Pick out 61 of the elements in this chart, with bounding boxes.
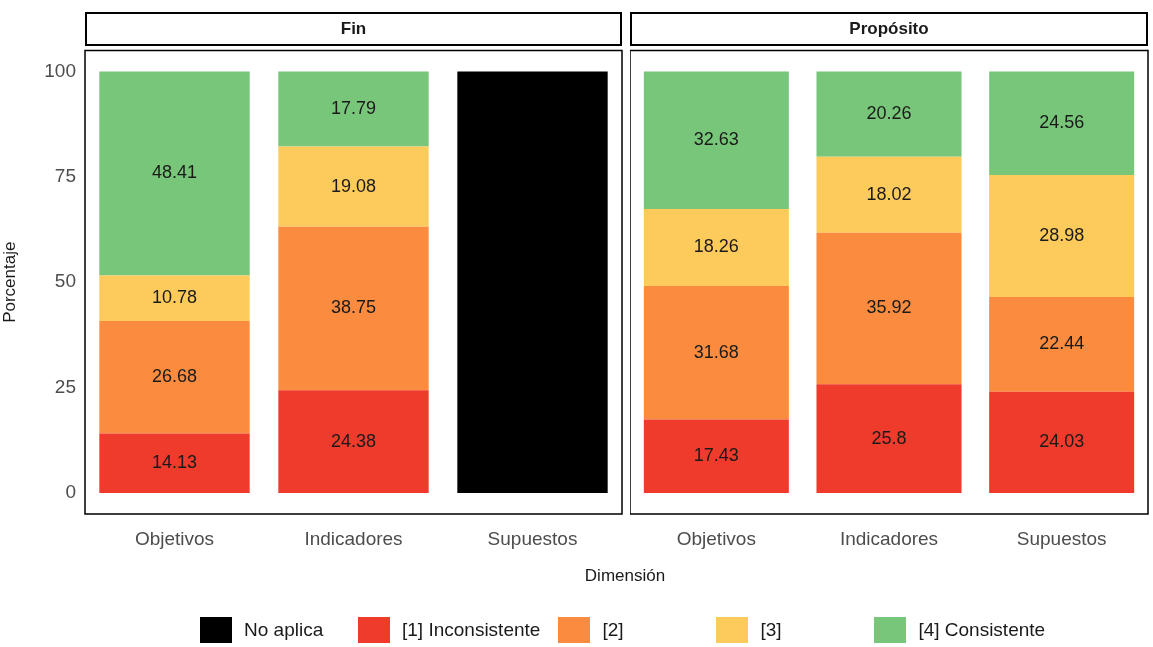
bar (99, 433, 250, 493)
x-tick-label: Objetivos (676, 527, 756, 549)
y-tick-label: 75 (54, 165, 76, 187)
legend-label: No aplica (244, 618, 324, 642)
legend-label: [3] (760, 618, 782, 642)
bar (816, 232, 962, 385)
bar (989, 71, 1135, 175)
legend-label: [1] Inconsistente (402, 618, 541, 642)
y-tick-label: 25 (54, 375, 76, 397)
data-label: 24.38 (330, 430, 377, 451)
data-label: 28.98 (1039, 224, 1085, 245)
bar (99, 320, 250, 434)
data-label: 26.68 (151, 366, 198, 387)
x-tick-label: Supuestos (1016, 527, 1107, 549)
x-tick-label: Indicadores (304, 527, 403, 549)
bar (989, 174, 1135, 298)
bar (989, 297, 1135, 392)
chart-title: Fin (85, 12, 622, 46)
bar (643, 71, 789, 209)
bar (278, 146, 429, 227)
bar (643, 419, 789, 493)
bar (99, 71, 250, 276)
x-tick-label: Objetivos (134, 527, 215, 549)
data-label: 22.44 (1039, 333, 1085, 354)
x-tick-label: Supuestos (487, 527, 578, 549)
bar (643, 285, 789, 420)
data-label: 17.79 (330, 97, 377, 118)
bar (278, 71, 429, 147)
bar (643, 208, 789, 286)
data-label: 18.26 (693, 236, 739, 257)
bar (99, 275, 250, 321)
data-label: 31.68 (693, 341, 739, 362)
data-label: 24.03 (1039, 431, 1085, 452)
y-tick-label: 0 (65, 481, 76, 503)
legend-label: [2] (602, 618, 624, 642)
x-tick-label: Indicadores (839, 527, 939, 549)
data-label: 24.56 (1039, 112, 1085, 133)
bar (989, 391, 1135, 493)
data-label: 14.13 (151, 452, 198, 473)
data-label: 10.78 (151, 287, 198, 308)
y-tick-label: 100 (44, 59, 76, 81)
bar (278, 226, 429, 391)
data-label: 38.75 (330, 297, 377, 318)
bar (816, 71, 962, 157)
data-label: 17.43 (693, 445, 739, 466)
bar (816, 384, 962, 493)
chart-title: Propósito (630, 12, 1148, 46)
data-label: 19.08 (330, 175, 377, 196)
bar (816, 156, 962, 233)
legend-label: [4] Consistente (918, 618, 1046, 642)
data-label: 32.63 (693, 129, 739, 150)
data-label: 35.92 (866, 297, 912, 318)
x-axis-title: Dimensión (583, 566, 667, 586)
data-label: 18.02 (866, 183, 912, 204)
data-label: 25.8 (871, 427, 907, 448)
data-label: 48.41 (151, 162, 198, 183)
y-axis-title: Porcentaje (0, 241, 19, 323)
data-label: 20.26 (866, 103, 912, 124)
bar (278, 390, 429, 493)
y-tick-label: 50 (54, 270, 76, 292)
bar (457, 71, 608, 493)
